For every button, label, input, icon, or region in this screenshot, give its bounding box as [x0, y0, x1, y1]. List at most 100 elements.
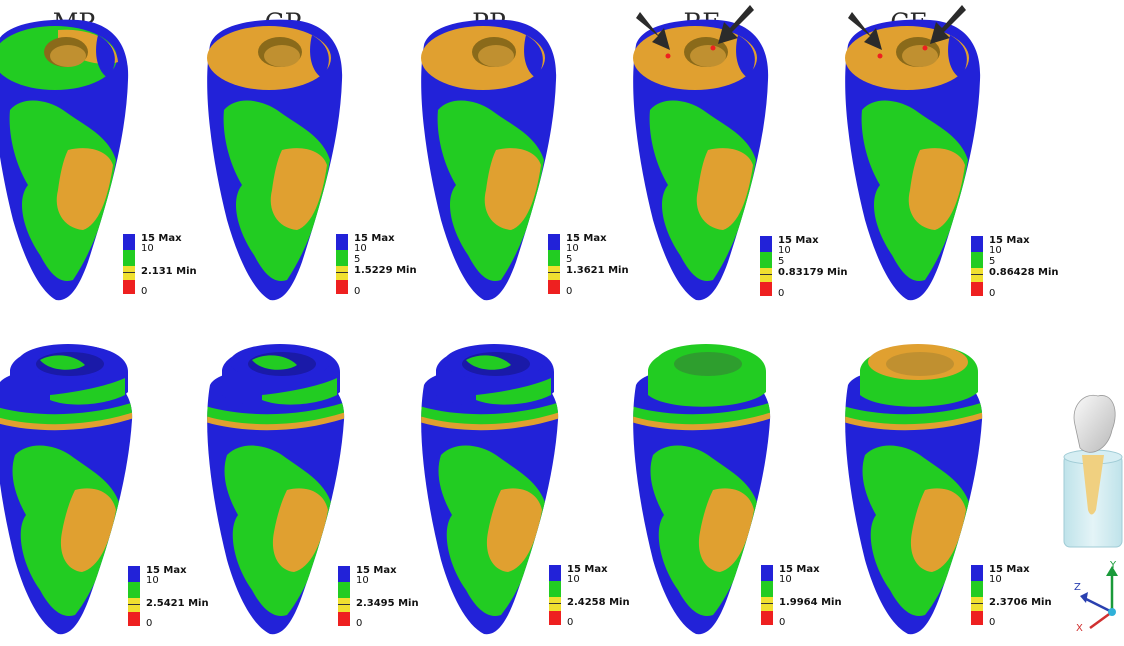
legend-max-label: 15 Max: [567, 564, 608, 575]
legend-swatch-red: [971, 611, 983, 625]
legend-swatch-blue: [128, 566, 140, 582]
legend-gp-bottom: 15 Max 10 2.3495 Min 0: [338, 565, 488, 646]
legend-swatch-blue: [336, 234, 348, 250]
legend-10-label: 10: [779, 574, 792, 585]
legend-swatch-yellow: [971, 597, 983, 611]
legend-min-label: 2.5421 Min: [146, 598, 209, 609]
axis-z-label: Z: [1074, 582, 1081, 593]
legend-swatch-blue: [971, 236, 983, 252]
legend-swatch-yellow: [971, 268, 983, 282]
legend-min-label: 2.4258 Min: [567, 597, 630, 608]
legend-max-label: 15 Max: [356, 565, 397, 576]
legend-swatch-blue: [548, 234, 560, 250]
legend-swatch-green: [548, 250, 560, 266]
legend-min-label: 0.83179 Min: [778, 267, 848, 278]
legend-zero-label: 0: [566, 286, 573, 297]
legend-gp-top: 15 Max 10 5 1.5229 Min 0: [336, 233, 486, 314]
legend-10-label: 10: [778, 245, 791, 256]
legend-zero-label: 0: [356, 618, 363, 629]
legend-swatch-blue: [761, 565, 773, 581]
legend-max-label: 15 Max: [141, 233, 182, 244]
axis-x-label: X: [1076, 623, 1083, 634]
legend-swatch-red: [971, 282, 983, 296]
legend-min-tick: [971, 274, 983, 275]
tooth-top-CE: [845, 5, 981, 301]
legend-min-tick: [760, 274, 772, 275]
legend-pp-bottom: 15 Max 10 2.4258 Min 0: [549, 564, 699, 645]
legend-min-tick: [761, 603, 773, 604]
legend-swatch-yellow: [548, 266, 560, 280]
tooth-top-RE: [633, 5, 769, 301]
arrow-icon: [848, 12, 882, 50]
tooth-bottom-CE: [845, 344, 983, 635]
legend-10-label: 10: [356, 575, 369, 586]
legend-swatch-green: [761, 581, 773, 597]
legend-mp-top: 15 Max 10 2.131 Min 0: [123, 233, 273, 314]
tooth-top-MP: [0, 19, 129, 301]
tooth-bottom-RE: [633, 344, 771, 635]
legend-swatch-green: [760, 252, 772, 268]
legend-zero-label: 0: [989, 617, 996, 628]
legend-10-label: 10: [354, 243, 367, 254]
legend-swatch-yellow: [760, 268, 772, 282]
legend-swatch-blue: [549, 565, 561, 581]
arrow-icon: [636, 12, 670, 50]
legend-zero-label: 0: [779, 617, 786, 628]
legend-swatch-red: [128, 612, 140, 626]
legend-5-label: 5: [354, 254, 361, 265]
legend-swatch-blue: [123, 234, 135, 250]
legend-zero-label: 0: [567, 617, 574, 628]
legend-swatch-red: [548, 280, 560, 294]
arrow-icon: [718, 5, 754, 44]
legend-min-label: 1.3621 Min: [566, 265, 629, 276]
legend-10-label: 10: [146, 575, 159, 586]
legend-min-label: 2.3495 Min: [356, 598, 419, 609]
legend-min-label: 2.131 Min: [141, 266, 197, 277]
legend-zero-label: 0: [989, 288, 996, 299]
legend-ce-bottom: 15 Max 10 2.3706 Min 0: [971, 564, 1121, 645]
inset-tooth-model: [1063, 394, 1123, 548]
legend-min-label: 1.9964 Min: [779, 597, 842, 608]
legend-10-label: 10: [989, 574, 1002, 585]
legend-min-tick: [549, 603, 561, 604]
tooth-bottom-GP: [207, 344, 345, 635]
legend-mp-bottom: 15 Max 10 2.5421 Min 0: [128, 565, 278, 646]
legend-max-label: 15 Max: [779, 564, 820, 575]
legend-max-label: 15 Max: [566, 233, 607, 244]
axis-triad-icon: [1080, 566, 1118, 630]
legend-swatch-red: [123, 280, 135, 294]
legend-swatch-red: [760, 282, 772, 296]
legend-re-top: 15 Max 10 5 0.83179 Min 0: [760, 235, 910, 316]
legend-swatch-green: [971, 252, 983, 268]
legend-pp-top: 15 Max 10 5 1.3621 Min 0: [548, 233, 698, 314]
legend-swatch-red: [336, 280, 348, 294]
tooth-bottom-MP: [0, 344, 133, 635]
legend-swatch-green: [336, 250, 348, 266]
legend-min-tick: [338, 604, 350, 605]
legend-10-label: 10: [989, 245, 1002, 256]
legend-zero-label: 0: [146, 618, 153, 629]
legend-10-label: 10: [566, 243, 579, 254]
legend-swatch-red: [338, 612, 350, 626]
legend-min-tick: [548, 272, 560, 273]
legend-swatch-yellow: [549, 597, 561, 611]
legend-swatch-red: [549, 611, 561, 625]
legend-swatch-yellow: [338, 598, 350, 612]
legend-min-tick: [336, 272, 348, 273]
legend-max-label: 15 Max: [989, 235, 1030, 246]
legend-5-label: 5: [566, 254, 573, 265]
legend-5-label: 5: [989, 256, 996, 267]
legend-10-label: 10: [567, 574, 580, 585]
arrow-icon: [930, 5, 966, 44]
legend-ce-top: 15 Max 10 5 0.86428 Min 0: [971, 235, 1121, 316]
legend-swatch-yellow: [761, 597, 773, 611]
legend-zero-label: 0: [354, 286, 361, 297]
legend-swatch-red: [761, 611, 773, 625]
legend-swatch-yellow: [128, 598, 140, 612]
legend-re-bottom: 15 Max 10 1.9964 Min 0: [761, 564, 911, 645]
legend-zero-label: 0: [778, 288, 785, 299]
legend-min-label: 0.86428 Min: [989, 267, 1059, 278]
legend-swatch-blue: [760, 236, 772, 252]
